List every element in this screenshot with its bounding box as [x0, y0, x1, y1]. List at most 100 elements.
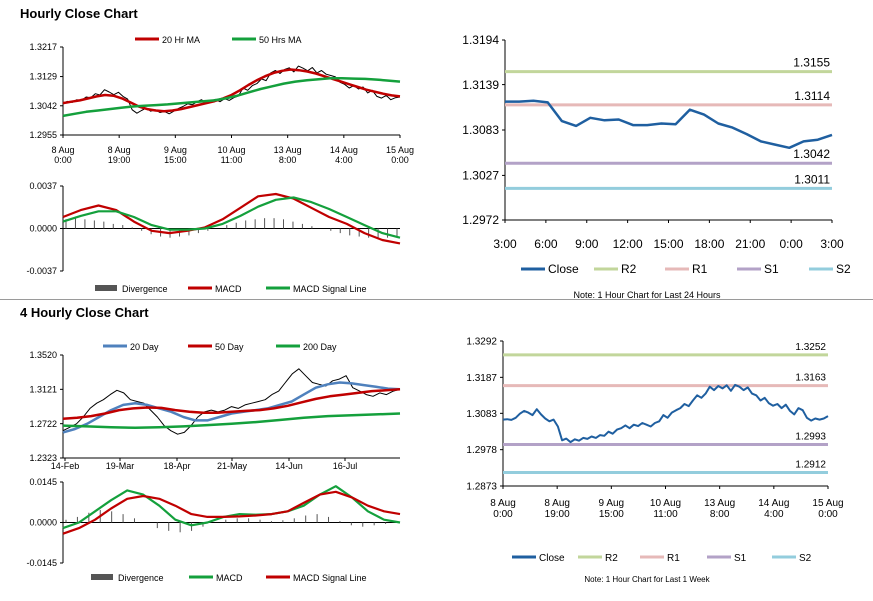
f-macd-line — [62, 485, 401, 530]
f-levels-x-tick-label: 10 Aug — [650, 498, 681, 509]
f-levels-close-line — [502, 383, 829, 444]
h-levels-legend-close-label: Close — [548, 262, 579, 276]
f-levels-y-tick-label: 1.3292 — [466, 337, 497, 348]
h-levels-x-tick-label: 3:00 — [493, 237, 517, 251]
f-price-legend-50day-label: 50 Day — [215, 342, 244, 352]
h-levels-legend-r1-label: R1 — [692, 262, 708, 276]
f-levels-x-tick-label: 8 Aug — [490, 498, 516, 509]
h-macd-y-tick-label: -0.0037 — [26, 266, 57, 276]
f-levels-note: Note: 1 Hour Chart for Last 1 Week — [584, 575, 710, 584]
f-price-y-tick-label: 1.2722 — [29, 419, 57, 429]
h-macd-y-tick-label: 0.0037 — [29, 181, 57, 191]
f-price-200day-line — [62, 412, 401, 429]
f-levels-x-tick-label: 8 Aug — [544, 498, 570, 509]
h-price-x-tick-label: 8 Aug — [108, 145, 131, 155]
h-price-x-tick-label: 9 Aug — [164, 145, 187, 155]
h-levels-x-tick-label: 15:00 — [653, 237, 683, 251]
h-macd-legend-macd-label: MACD — [215, 284, 242, 294]
h-price-x-tick-label: 11:00 — [221, 155, 243, 165]
f-levels-legend-s2-label: S2 — [799, 553, 812, 564]
f-macd-y-tick-label: 0.0000 — [29, 518, 57, 528]
f-price-x-tick-label: 21-May — [217, 461, 248, 471]
f-macd-legend-signal-label: MACD Signal Line — [293, 573, 367, 583]
f-levels-legend-r1-label: R1 — [667, 553, 680, 564]
f-levels-x-tick-label: 15:00 — [599, 509, 624, 520]
f-levels-x-tick-label: 4:00 — [764, 509, 784, 520]
h-price-x-tick-label: 19:00 — [108, 155, 131, 165]
f-price-y-tick-label: 1.3520 — [29, 350, 57, 360]
h-levels-x-tick-label: 18:00 — [694, 237, 724, 251]
f-price-x-tick-label: 14-Jun — [275, 461, 303, 471]
f-macd-signal-line — [62, 490, 401, 535]
h-macd-legend-signal-label: MACD Signal Line — [293, 284, 367, 294]
h-levels-y-tick-label: 1.3139 — [462, 78, 499, 92]
f-levels-legend-r2-label: R2 — [605, 553, 618, 564]
f-price-series-line — [62, 368, 401, 435]
f-levels-level-r2-label: 1.3252 — [795, 342, 826, 353]
f-price-x-tick-label: 19-Mar — [106, 461, 135, 471]
h-levels-level-s1-label: 1.3042 — [793, 147, 830, 161]
h-levels-y-tick-label: 1.3194 — [462, 33, 499, 47]
f-levels-y-tick-label: 1.2873 — [466, 482, 497, 493]
f-levels-level-s2-label: 1.2912 — [795, 460, 826, 471]
f-price-legend-20day-label: 20 Day — [130, 342, 159, 352]
f-levels-x-tick-label: 15 Aug — [812, 498, 843, 509]
f-macd-legend-divergence-label: Divergence — [118, 573, 164, 583]
h-price-y-tick-label: 1.3217 — [29, 42, 57, 52]
h-macd-legend-divergence-swatch — [95, 285, 117, 291]
h-price-series-line — [62, 65, 401, 115]
hourly-section-title: Hourly Close Chart — [20, 6, 138, 21]
f-macd-legend-macd-label: MACD — [216, 573, 243, 583]
h-levels-x-tick-label: 9:00 — [575, 237, 599, 251]
h-price-x-tick-label: 10 Aug — [217, 145, 245, 155]
f-levels-level-s1-label: 1.2993 — [795, 431, 826, 442]
h-levels-legend-s2-label: S2 — [836, 262, 851, 276]
h-price-legend-50hr-label: 50 Hrs MA — [259, 35, 302, 45]
h-levels-y-tick-label: 1.3027 — [462, 169, 499, 183]
h-price-20hr-ma-line — [62, 68, 401, 113]
f-levels-x-tick-label: 0:00 — [493, 509, 513, 520]
f-levels-legend-s1-label: S1 — [734, 553, 747, 564]
f-levels-y-tick-label: 1.3083 — [466, 409, 497, 420]
f-price-50day-line — [62, 388, 401, 420]
f-price-legend-200day-label: 200 Day — [303, 342, 337, 352]
h-levels-y-tick-label: 1.3083 — [462, 123, 499, 137]
h-levels-x-tick-label: 6:00 — [534, 237, 558, 251]
f-levels-x-tick-label: 9 Aug — [599, 498, 625, 509]
h-price-y-tick-label: 1.3042 — [29, 101, 57, 111]
f-levels-x-tick-label: 19:00 — [545, 509, 570, 520]
f-price-y-tick-label: 1.2323 — [29, 453, 57, 463]
h-price-legend-20hr-label: 20 Hr MA — [162, 35, 200, 45]
h-macd-legend-divergence-label: Divergence — [122, 284, 168, 294]
h-levels-x-tick-label: 0:00 — [779, 237, 803, 251]
h-price-x-tick-label: 4:00 — [335, 155, 353, 165]
f-levels-x-tick-label: 11:00 — [653, 509, 678, 520]
h-macd-y-tick-label: 0.0000 — [29, 224, 57, 234]
h-levels-x-tick-label: 3:00 — [820, 237, 844, 251]
h-levels-legend-r2-label: R2 — [621, 262, 637, 276]
h-price-x-tick-label: 8:00 — [279, 155, 297, 165]
f-price-x-tick-label: 16-Jul — [333, 461, 358, 471]
h-price-x-tick-label: 14 Aug — [330, 145, 358, 155]
h-levels-y-tick-label: 1.2972 — [462, 213, 499, 227]
h-levels-legend-s1-label: S1 — [764, 262, 779, 276]
h-levels-x-tick-label: 21:00 — [735, 237, 765, 251]
h-price-x-tick-label: 8 Aug — [51, 145, 74, 155]
f-levels-x-tick-label: 8:00 — [710, 509, 730, 520]
h-levels-level-s2-label: 1.3011 — [794, 172, 830, 186]
h-price-x-tick-label: 0:00 — [54, 155, 72, 165]
f-levels-x-tick-label: 13 Aug — [704, 498, 735, 509]
f-price-x-tick-label: 14-Feb — [51, 461, 80, 471]
h-price-y-tick-label: 1.2955 — [29, 130, 57, 140]
h-price-y-tick-label: 1.3129 — [29, 72, 57, 82]
f-levels-y-tick-label: 1.2978 — [466, 445, 497, 456]
four-hourly-section-title: 4 Hourly Close Chart — [20, 305, 149, 320]
h-levels-note: Note: 1 Hour Chart for Last 24 Hours — [573, 290, 721, 300]
f-price-20day-line — [62, 381, 401, 434]
f-levels-x-tick-label: 0:00 — [818, 509, 838, 520]
h-price-x-tick-label: 0:00 — [391, 155, 409, 165]
f-levels-level-r1-label: 1.3163 — [795, 373, 826, 384]
f-macd-y-tick-label: 0.0145 — [29, 477, 57, 487]
h-levels-level-r1-label: 1.3114 — [794, 89, 830, 103]
